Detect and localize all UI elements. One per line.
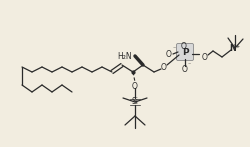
Text: O: O bbox=[132, 81, 138, 91]
Text: O: O bbox=[180, 41, 186, 51]
Text: O: O bbox=[201, 52, 207, 61]
Text: H₂N: H₂N bbox=[117, 51, 132, 61]
Text: O: O bbox=[166, 50, 171, 59]
FancyBboxPatch shape bbox=[176, 44, 193, 61]
Text: N⁺: N⁺ bbox=[228, 44, 239, 52]
Text: ⁻: ⁻ bbox=[172, 47, 175, 52]
Text: O: O bbox=[160, 62, 166, 71]
Text: Si: Si bbox=[131, 97, 138, 106]
Text: O: O bbox=[181, 65, 187, 74]
Text: ⁻: ⁻ bbox=[187, 64, 190, 69]
Text: P: P bbox=[181, 47, 188, 56]
